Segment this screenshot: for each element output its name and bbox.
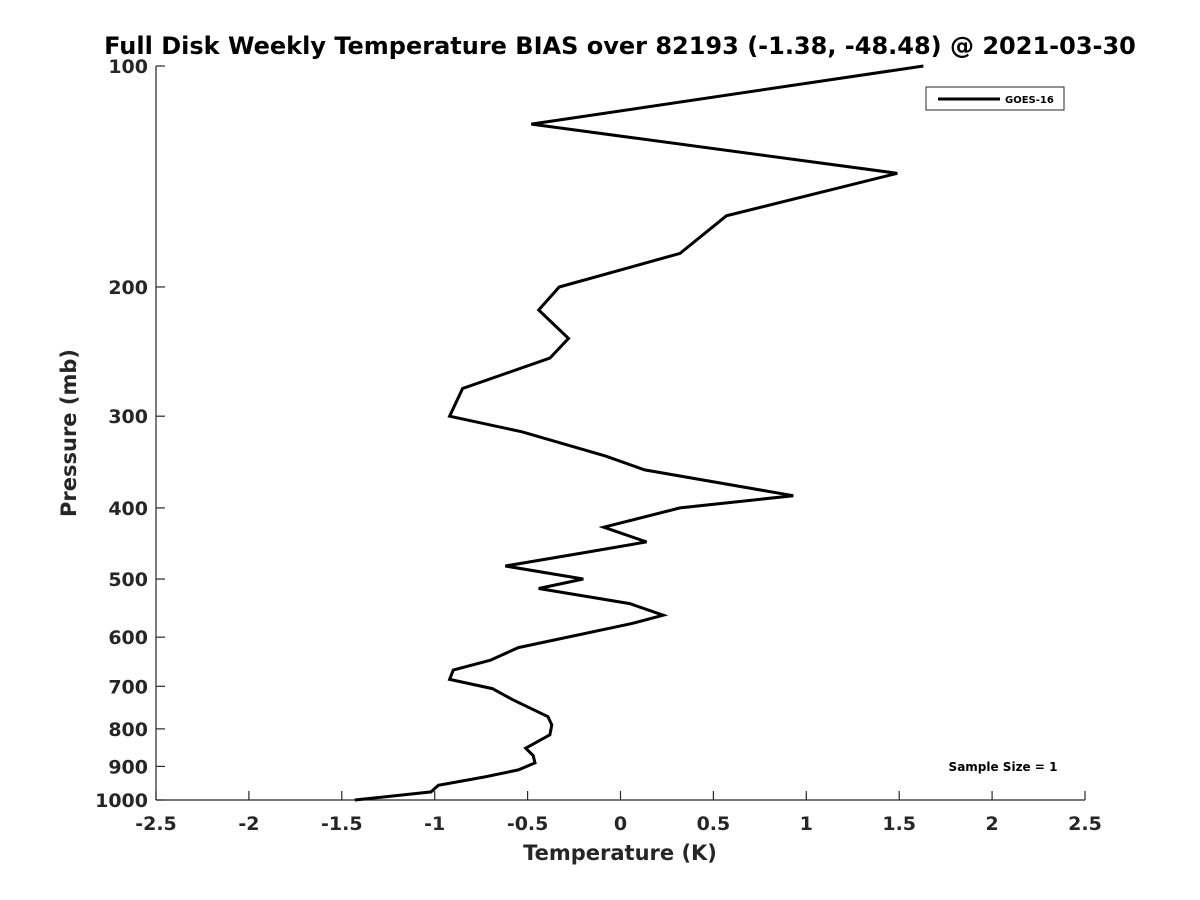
x-tick-label: -1 <box>424 813 445 835</box>
y-tick-label: 900 <box>108 756 148 778</box>
y-tick-label: 300 <box>108 406 148 428</box>
x-axis-label: Temperature (K) <box>523 841 717 865</box>
x-tick-label: 0 <box>614 813 627 835</box>
y-tick-label: 700 <box>108 676 148 698</box>
sample-size-annotation: Sample Size = 1 <box>949 760 1058 774</box>
y-tick-label: 200 <box>108 277 148 299</box>
plot-axes <box>155 66 1085 801</box>
series-layer <box>354 64 924 802</box>
x-tick-label: -1.5 <box>321 813 363 835</box>
y-tick-label: 800 <box>108 719 148 741</box>
x-tick-label: 1.5 <box>882 813 916 835</box>
y-tick-label: 400 <box>108 498 148 520</box>
y-tick-label: 500 <box>108 569 148 591</box>
y-axis-label: Pressure (mb) <box>57 349 81 517</box>
chart-title: Full Disk Weekly Temperature BIAS over 8… <box>104 32 1136 60</box>
x-tick-label: -2.5 <box>135 813 177 835</box>
y-axis-ticks: 100 200 300 400 500 600 700 800 900 1000 <box>95 56 165 812</box>
x-axis-ticks: -2.5 -2 -1.5 -1 -0.5 0 0.5 1 1.5 2 2.5 <box>135 791 1102 835</box>
y-tick-label: 600 <box>108 627 148 649</box>
x-tick-label: 2 <box>985 813 998 835</box>
y-tick-label: 100 <box>108 56 148 78</box>
x-tick-label: 2.5 <box>1068 813 1102 835</box>
chart-legend: GOES-16 <box>925 86 1065 111</box>
x-tick-label: 1 <box>800 813 813 835</box>
legend-label-goes-16: GOES-16 <box>1005 95 1054 106</box>
y-tick-label: 1000 <box>95 790 148 812</box>
series-line-goes-16 <box>354 64 924 802</box>
x-tick-label: 0.5 <box>697 813 731 835</box>
x-tick-label: -2 <box>238 813 259 835</box>
x-tick-label: -0.5 <box>507 813 549 835</box>
